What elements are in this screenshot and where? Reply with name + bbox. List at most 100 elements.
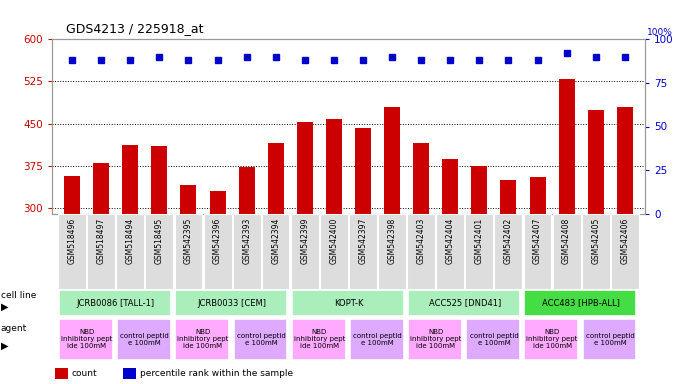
Text: GSM518494: GSM518494 (126, 218, 135, 264)
Text: GSM542399: GSM542399 (300, 218, 309, 264)
Bar (384, 107, 400, 214)
Text: NBD
inhibitory pept
ide 100mM: NBD inhibitory pept ide 100mM (526, 329, 578, 349)
Text: GSM542405: GSM542405 (591, 218, 600, 264)
Bar (175, 319, 229, 360)
Text: GSM542393: GSM542393 (242, 218, 251, 264)
Text: control peptid
e 100mM: control peptid e 100mM (121, 333, 169, 346)
Bar (582, 319, 636, 360)
Bar (292, 319, 346, 360)
Text: control peptid
e 100mM: control peptid e 100mM (469, 333, 518, 346)
Bar (292, 290, 404, 316)
Bar (408, 290, 520, 316)
Bar (146, 214, 173, 289)
Bar (122, 144, 138, 214)
Bar (378, 214, 406, 289)
Bar (262, 214, 290, 289)
Text: GSM542400: GSM542400 (329, 218, 338, 264)
Bar (524, 319, 578, 360)
Bar (123, 367, 136, 379)
Text: GSM542402: GSM542402 (504, 218, 513, 264)
Text: GSM542398: GSM542398 (388, 218, 397, 264)
Text: control peptid
e 100mM: control peptid e 100mM (353, 333, 402, 346)
Bar (55, 367, 68, 379)
Text: count: count (71, 369, 97, 377)
Bar (611, 214, 639, 289)
Bar (233, 319, 287, 360)
Text: GSM542404: GSM542404 (446, 218, 455, 264)
Text: 100%: 100% (647, 28, 673, 37)
Text: GSM518495: GSM518495 (155, 218, 164, 264)
Bar (442, 159, 458, 214)
Bar (559, 78, 575, 214)
Bar (117, 319, 171, 360)
Text: NBD
inhibitory pept
ide 100mM: NBD inhibitory pept ide 100mM (410, 329, 462, 349)
Bar (413, 144, 429, 214)
Bar (529, 177, 546, 214)
Bar (181, 185, 197, 214)
Bar (58, 214, 86, 289)
Text: NBD
inhibitory pept
ide 100mM: NBD inhibitory pept ide 100mM (61, 329, 112, 349)
Bar (436, 214, 464, 289)
Text: control peptid
e 100mM: control peptid e 100mM (237, 333, 286, 346)
Bar (233, 214, 261, 289)
Bar (59, 290, 171, 316)
Text: control peptid
e 100mM: control peptid e 100mM (586, 333, 635, 346)
Text: cell line: cell line (1, 291, 36, 301)
Text: ACC483 [HPB-ALL]: ACC483 [HPB-ALL] (542, 298, 620, 308)
Text: GSM542403: GSM542403 (417, 218, 426, 264)
Text: GDS4213 / 225918_at: GDS4213 / 225918_at (66, 22, 203, 35)
Bar (466, 319, 520, 360)
Bar (350, 319, 404, 360)
Text: GSM542406: GSM542406 (620, 218, 629, 264)
Text: JCRB0086 [TALL-1]: JCRB0086 [TALL-1] (77, 298, 155, 308)
Text: GSM542394: GSM542394 (271, 218, 280, 264)
Bar (524, 290, 636, 316)
Bar (471, 166, 487, 214)
Bar (349, 214, 377, 289)
Text: ▶: ▶ (1, 341, 8, 351)
Bar (495, 214, 522, 289)
Bar (500, 180, 516, 214)
Bar (408, 319, 462, 360)
Text: NBD
inhibitory pept
ide 100mM: NBD inhibitory pept ide 100mM (294, 329, 345, 349)
Bar (465, 214, 493, 289)
Bar (553, 214, 580, 289)
Bar (175, 214, 202, 289)
Bar (59, 319, 113, 360)
Text: GSM542396: GSM542396 (213, 218, 222, 264)
Bar (524, 214, 551, 289)
Bar (582, 214, 610, 289)
Bar (297, 122, 313, 214)
Text: JCRB0033 [CEM]: JCRB0033 [CEM] (197, 298, 266, 308)
Bar (204, 214, 232, 289)
Bar (151, 146, 168, 214)
Bar (87, 214, 115, 289)
Text: ▶: ▶ (1, 302, 8, 312)
Text: GSM542395: GSM542395 (184, 218, 193, 264)
Bar (268, 144, 284, 214)
Text: ACC525 [DND41]: ACC525 [DND41] (428, 298, 501, 308)
Bar (320, 214, 348, 289)
Bar (326, 119, 342, 214)
Bar (93, 163, 109, 214)
Bar (617, 107, 633, 214)
Bar (210, 191, 226, 214)
Bar (117, 214, 144, 289)
Bar (291, 214, 319, 289)
Text: NBD
inhibitory pept
ide 100mM: NBD inhibitory pept ide 100mM (177, 329, 228, 349)
Text: GSM542408: GSM542408 (562, 218, 571, 264)
Text: agent: agent (1, 324, 27, 333)
Text: percentile rank within the sample: percentile rank within the sample (139, 369, 293, 377)
Bar (407, 214, 435, 289)
Text: GSM518497: GSM518497 (97, 218, 106, 264)
Text: KOPT-K: KOPT-K (334, 298, 363, 308)
Bar (64, 175, 80, 214)
Bar (588, 109, 604, 214)
Text: GSM542397: GSM542397 (359, 218, 368, 264)
Bar (239, 167, 255, 214)
Text: GSM542407: GSM542407 (533, 218, 542, 264)
Text: GSM542401: GSM542401 (475, 218, 484, 264)
Text: GSM518496: GSM518496 (68, 218, 77, 264)
Bar (355, 127, 371, 214)
Bar (175, 290, 287, 316)
